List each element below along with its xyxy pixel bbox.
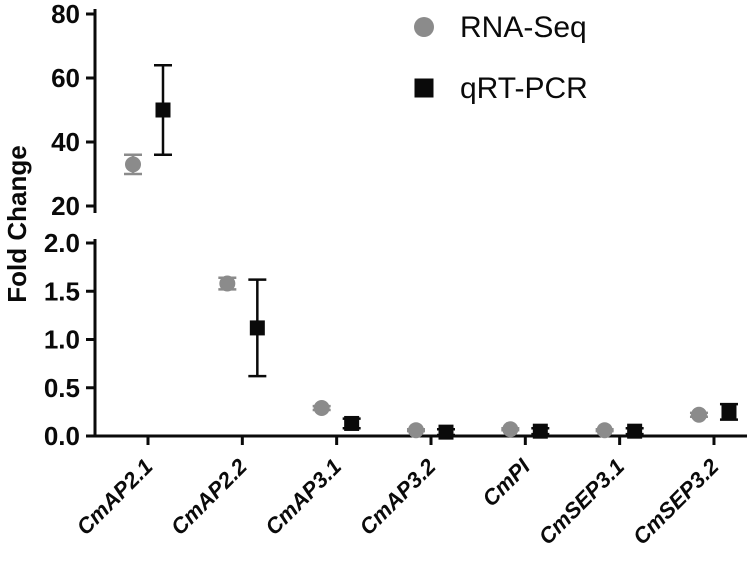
data-point bbox=[124, 153, 142, 176]
y-tick-label: 20 bbox=[51, 191, 80, 221]
x-category-label: CmAP3.2 bbox=[355, 453, 442, 540]
marker-square bbox=[627, 423, 643, 439]
x-category-label: CmSEP3.2 bbox=[628, 453, 724, 549]
marker-square bbox=[344, 415, 360, 431]
data-point bbox=[154, 63, 172, 157]
marker-circle bbox=[125, 156, 141, 173]
x-category-label: CmAP3.1 bbox=[260, 454, 346, 540]
y-tick-label: 80 bbox=[51, 0, 80, 29]
y-tick-label: 0.5 bbox=[44, 373, 80, 403]
y-tick-label: 40 bbox=[51, 127, 80, 157]
data-point bbox=[218, 275, 237, 292]
marker-square bbox=[249, 320, 265, 336]
x-category-label: CmAP2.1 bbox=[72, 454, 158, 540]
data-point bbox=[595, 422, 614, 439]
data-point bbox=[248, 278, 267, 378]
legend-marker-circle bbox=[414, 17, 434, 37]
y-tick-label: 1.5 bbox=[44, 276, 80, 306]
legend-marker-square bbox=[414, 78, 434, 98]
data-point bbox=[531, 423, 550, 439]
y-axis-title: Fold Change bbox=[2, 145, 32, 302]
marker-square bbox=[532, 423, 548, 439]
data-point bbox=[342, 415, 361, 431]
marker-square bbox=[438, 424, 454, 440]
y-tick-label: 0.0 bbox=[44, 421, 80, 451]
data-point bbox=[436, 424, 455, 440]
marker-circle bbox=[596, 422, 613, 439]
marker-circle bbox=[502, 421, 519, 438]
x-category-label: CmSEP3.1 bbox=[534, 454, 630, 550]
x-category-label: CmPI bbox=[477, 453, 535, 511]
marker-circle bbox=[219, 275, 236, 292]
data-point bbox=[689, 406, 708, 423]
marker-square bbox=[155, 102, 171, 118]
y-tick-label: 2.0 bbox=[44, 228, 80, 258]
y-tick-label: 60 bbox=[51, 63, 80, 93]
data-point bbox=[719, 402, 738, 421]
data-point bbox=[501, 421, 520, 438]
data-point bbox=[625, 423, 644, 439]
marker-circle bbox=[313, 400, 330, 417]
marker-circle bbox=[690, 406, 707, 423]
x-category-label: CmAP2.2 bbox=[166, 453, 253, 540]
data-point bbox=[312, 400, 331, 417]
legend-label: RNA-Seq bbox=[460, 11, 587, 44]
legend-label: qRT-PCR bbox=[460, 72, 588, 105]
legend-item: qRT-PCR bbox=[414, 72, 588, 105]
legend-item: RNA-Seq bbox=[414, 11, 587, 44]
marker-square bbox=[721, 404, 737, 420]
data-point bbox=[406, 422, 425, 439]
marker-circle bbox=[407, 422, 424, 439]
y-tick-label: 1.0 bbox=[44, 325, 80, 355]
